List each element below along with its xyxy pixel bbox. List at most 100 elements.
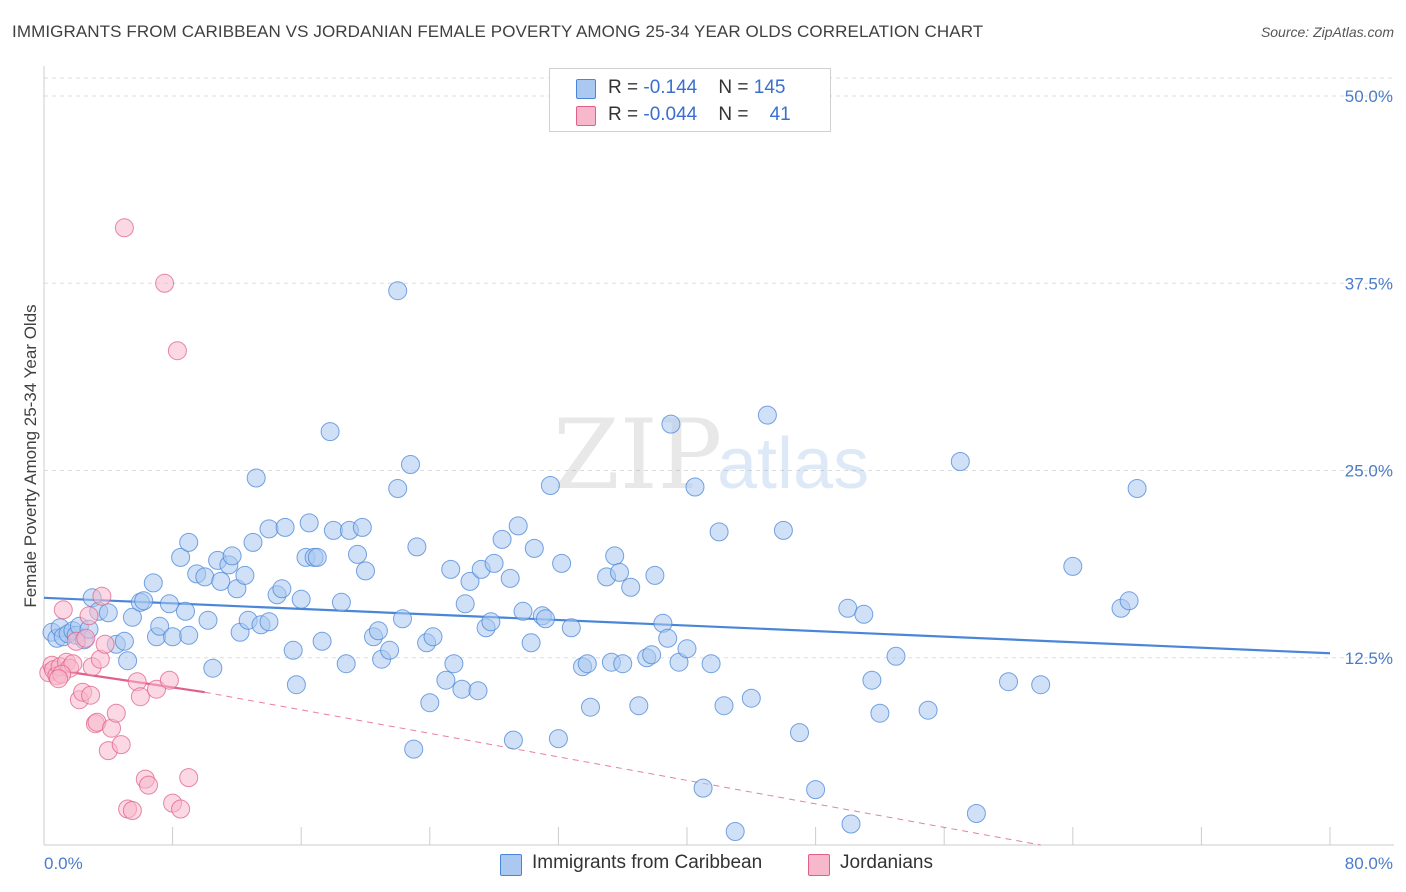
point-caribbean [645,565,665,585]
point-caribbean [658,628,678,648]
point-jordanian [159,670,179,690]
point-caribbean [331,592,351,612]
point-caribbean [621,577,641,597]
point-caribbean [806,780,826,800]
point-caribbean [222,546,242,566]
legend-row-jordanians: R = -0.044 N = 41 [550,102,830,128]
y-tick-label: 25.0% [1345,462,1393,481]
point-jordanian [106,703,126,723]
point-caribbean [629,696,649,716]
trendline-jordanian-extension [204,691,1041,846]
point-caribbean [393,609,412,629]
point-caribbean [886,646,906,666]
point-caribbean [524,538,544,558]
trendline-caribbean [43,596,1331,655]
legend-n-value: 145 [753,77,786,98]
point-caribbean [1127,479,1147,498]
chart-title: IMMIGRANTS FROM CARIBBEAN VS JORDANIAN F… [12,22,984,41]
point-caribbean [407,537,427,557]
point-caribbean [159,594,179,614]
point-caribbean [757,405,777,425]
point-caribbean [401,455,420,474]
series-legend: Immigrants from Caribbean Jordanians [0,852,1406,878]
point-caribbean [552,553,572,573]
x-tick-label: 0.0% [44,854,83,873]
point-caribbean [150,616,170,636]
axes [43,66,1394,846]
point-caribbean [1063,556,1083,576]
point-caribbean [1119,591,1139,611]
point-caribbean [114,631,134,651]
point-jordanian [130,687,150,707]
point-caribbean [259,612,279,632]
point-caribbean [966,804,986,823]
legend-n-value: 41 [769,104,791,125]
point-caribbean [492,529,512,549]
point-jordanian [114,218,134,238]
point-caribbean [179,532,199,552]
point-caribbean [790,723,809,743]
point-caribbean [307,547,327,567]
point-caribbean [540,476,560,495]
point-caribbean [348,544,367,564]
point-caribbean [613,654,633,674]
point-caribbean [548,729,568,749]
point-caribbean [661,414,681,434]
point-jordanian [76,628,96,648]
point-caribbean [243,532,263,552]
point-caribbean [481,612,501,632]
point-caribbean [709,522,729,542]
legend-r-label: R = [608,77,644,98]
legend-swatch-caribbean [500,854,522,876]
point-caribbean [203,658,223,678]
point-caribbean [380,640,400,660]
point-caribbean [420,693,440,713]
point-caribbean [163,627,183,647]
legend-swatch-jordanians [808,854,830,876]
point-caribbean [854,604,874,624]
point-caribbean [685,477,705,497]
legend-swatch-jordanians [576,106,596,126]
point-caribbean [536,609,555,629]
legend-label-caribbean: Immigrants from Caribbean [532,852,763,873]
point-caribbean [460,571,480,591]
point-caribbean [677,639,697,659]
point-caribbean [577,654,597,674]
point-caribbean [581,697,600,717]
point-caribbean [320,422,340,442]
source-label: Source: ZipAtlas.com [1260,24,1394,40]
point-caribbean [773,520,793,540]
point-caribbean [195,567,215,587]
point-jordanian [139,775,158,795]
point-caribbean [714,696,734,716]
point-caribbean [503,730,523,750]
point-caribbean [701,654,721,674]
point-caribbean [323,520,343,540]
point-caribbean [838,598,858,618]
point-caribbean [642,645,662,665]
point-caribbean [134,591,154,611]
point-caribbean [693,778,713,798]
point-caribbean [283,640,303,660]
point-jordanian [179,768,199,788]
point-caribbean [508,516,528,536]
point-caribbean [441,559,461,579]
point-caribbean [312,631,332,651]
point-caribbean [336,654,356,674]
point-caribbean [862,670,882,690]
point-caribbean [950,452,970,471]
legend-n-label: N = [718,104,754,125]
point-jordanian [111,735,131,755]
point-caribbean [198,610,218,630]
point-jordanian [79,606,99,626]
point-caribbean [521,633,541,653]
correlation-legend: R = -0.144 N = 145 R = -0.044 N = 41 [549,68,831,132]
legend-n-label: N = [718,77,754,98]
point-caribbean [211,571,231,591]
point-caribbean [725,822,745,841]
point-caribbean [235,565,255,585]
x-tick-label: 80.0% [1345,854,1393,873]
point-caribbean [484,553,504,573]
point-caribbean [388,479,408,498]
point-caribbean [143,573,163,593]
